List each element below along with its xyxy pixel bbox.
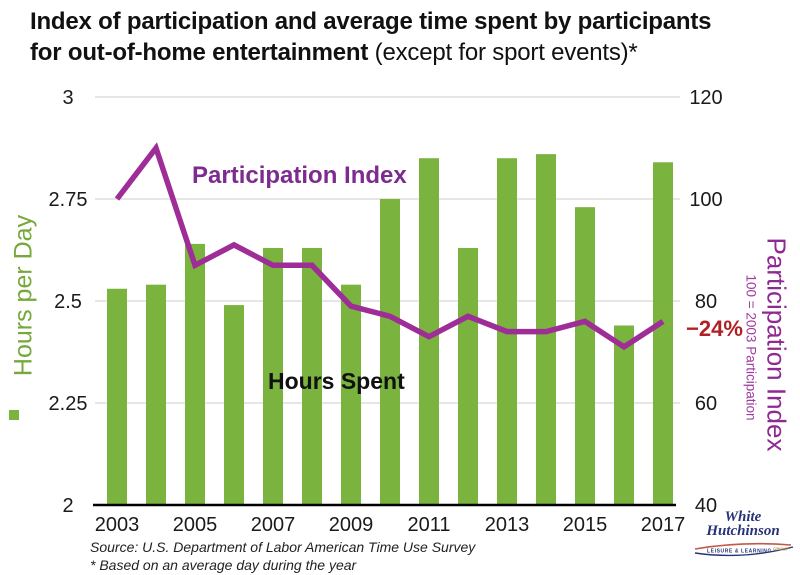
bar-2004 [146,284,166,505]
bar-2009 [341,284,361,505]
bar-2016 [614,325,634,505]
hours-spent-series-label: Hours Spent [268,368,405,394]
footer-notes: Source: U.S. Department of Labor America… [90,538,475,574]
bar-2015 [575,207,595,505]
left-tick-label: 2 [62,495,73,517]
year-label: 2003 [95,514,140,536]
right-axis-title: Participation Index [761,237,792,452]
right-tick-label: 120 [689,87,722,109]
logo-name-line1: White [724,509,762,525]
left-tick-label: 3 [62,87,73,109]
year-label: 2013 [485,514,530,536]
source-note: Source: U.S. Department of Labor America… [90,539,476,555]
right-axis-subtitle: 100 = 2003 Participation [743,274,759,421]
year-label: 2011 [407,514,450,536]
bar-2010 [380,199,400,505]
logo-swoosh-red-arc [694,542,792,550]
white-hutchinson-logo: White Hutchinson LEISURE & LEARNING GROU… [688,509,798,560]
bar-2005 [185,243,205,505]
bar-2006 [224,305,244,505]
chart-title-line2: for out-of-home entertainment (except fo… [30,39,638,67]
bar-2008 [302,247,322,505]
year-label: 2007 [251,514,296,536]
chart-title-note: (except for sport events)* [368,39,638,67]
left-tick-label: 2.5 [54,291,82,313]
logo-swoosh: LEISURE & LEARNING GROUP [694,542,794,556]
year-label: 2009 [329,514,374,536]
percent-change-annotation: −24% [686,316,743,341]
year-label: 2017 [641,514,686,536]
bar-legend-swatch [9,410,19,420]
logo-tagline: LEISURE & LEARNING [707,548,772,554]
chart-title: Index of participation and average time … [30,6,790,68]
bar-2017 [653,162,673,505]
logo-swoosh-blue-arc [694,545,794,556]
right-tick-label: 80 [695,291,717,313]
bar-2012 [458,247,478,505]
bar-2007 [263,247,283,505]
asterisk-note: * Based on an average day during the yea… [90,557,357,574]
left-tick-label: 2.25 [49,393,88,415]
left-tick-label: 2.75 [49,189,88,211]
right-tick-label: 60 [695,393,717,415]
chart-title-line1: Index of participation and average time … [30,8,712,35]
year-label: 2015 [563,514,608,536]
logo-name-line2: Hutchinson [706,522,780,539]
participation-index-series-label: Participation Index [192,162,407,189]
participation-index-line [114,142,665,351]
logo-tagline-group: GROUP [773,546,789,551]
left-axis-title: Hours per Day [9,214,38,377]
right-tick-label: 40 [695,495,717,517]
bar-2011 [419,158,439,505]
year-label: 2005 [173,514,218,536]
bar-2003 [107,288,127,505]
right-tick-label: 100 [689,189,722,211]
